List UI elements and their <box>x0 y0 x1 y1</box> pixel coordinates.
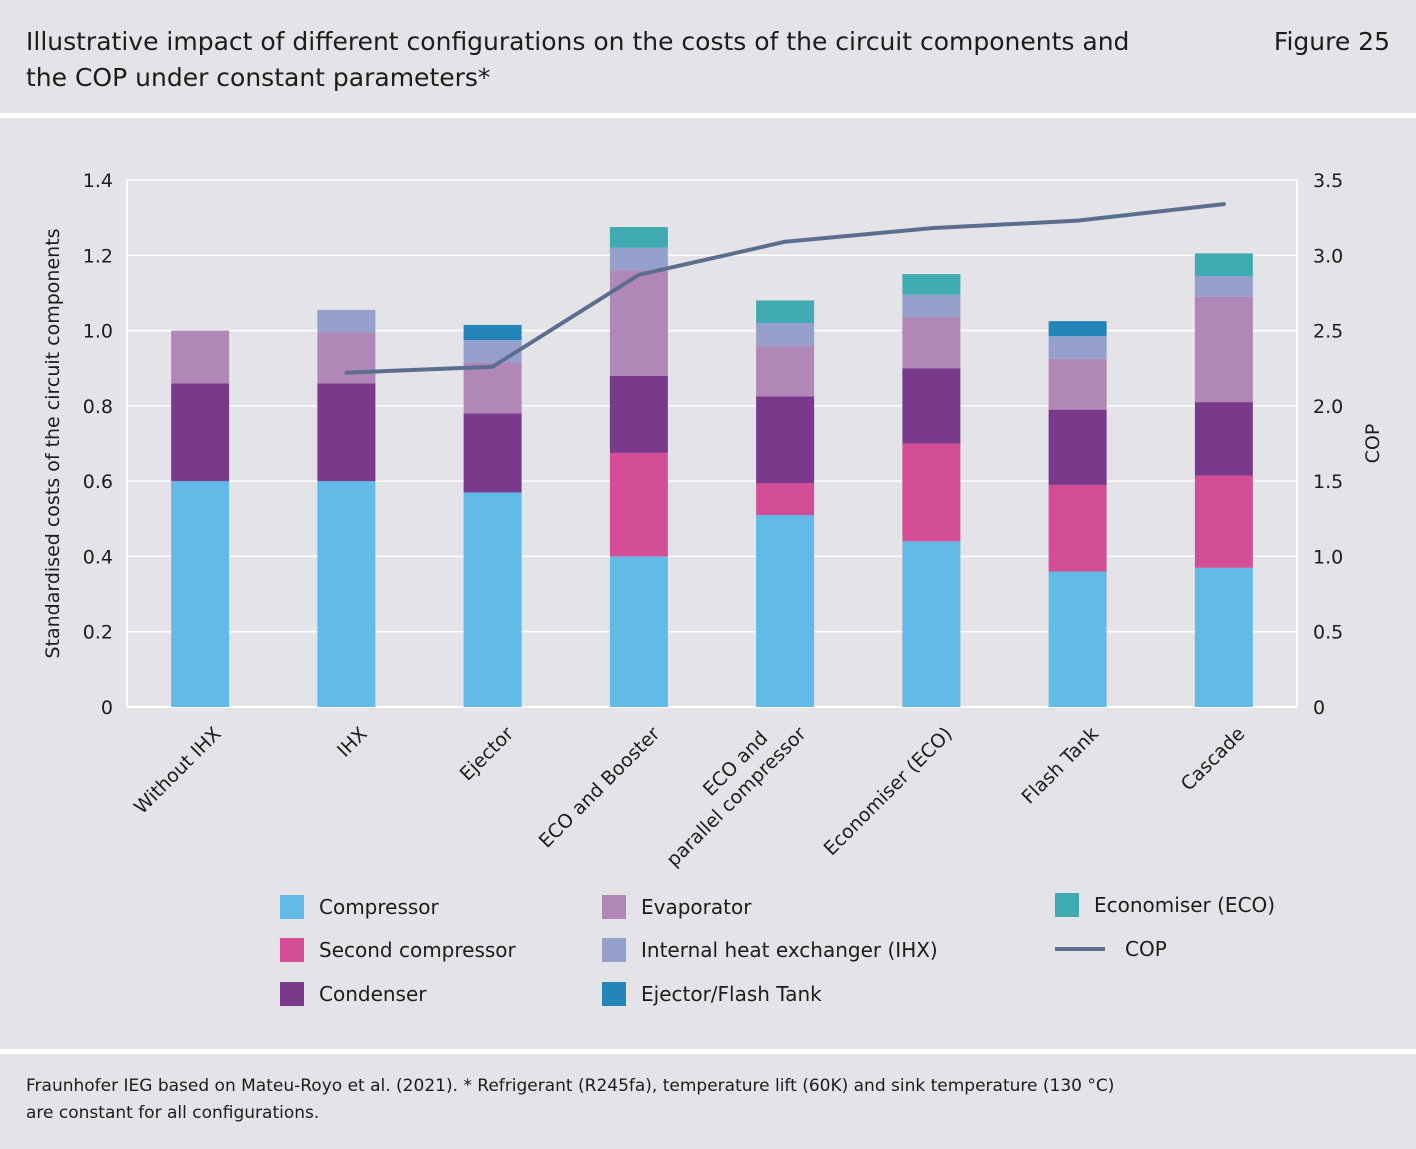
bar-segment-evaporator <box>1048 358 1107 410</box>
bar-segment-second-compressor <box>756 483 815 516</box>
bar-segment-compressor <box>1194 567 1253 707</box>
bar-segment-evaporator <box>317 332 376 384</box>
bar-segment-evaporator <box>171 330 230 384</box>
bar-segment-compressor <box>756 515 815 707</box>
footer-divider <box>0 1049 1416 1054</box>
bar-segment-compressor <box>463 492 522 707</box>
y2-tick-label: 3.0 <box>1313 245 1343 267</box>
y-tick-label: 1.4 <box>83 170 113 192</box>
bar-segment-condenser <box>1048 409 1107 485</box>
bar-segment-compressor <box>1048 571 1107 707</box>
bar-segment-ejector-flash-tank <box>463 324 522 340</box>
bar-segment-economiser-eco <box>902 274 961 295</box>
bar-segment-evaporator <box>902 317 961 369</box>
y2-axis-title: COP <box>1362 424 1384 464</box>
bar-segment-internal-heat-exchanger-ihx <box>317 309 376 333</box>
bar-segment-second-compressor <box>1194 475 1253 568</box>
bar-segment-compressor <box>171 481 230 707</box>
bar-segment-condenser <box>317 383 376 482</box>
cop-line <box>344 202 1226 375</box>
bar-segment-condenser <box>1194 402 1253 476</box>
y2-tick-label: 2.0 <box>1313 396 1343 418</box>
x-category-label: Flash Tank <box>1018 723 1104 809</box>
x-category-label: Without IHX <box>130 723 226 819</box>
chart-title: Illustrative impact of different configu… <box>26 27 1130 92</box>
y2-tick-label: 1.0 <box>1313 546 1343 568</box>
bar-segment-evaporator <box>756 345 815 397</box>
bar-segment-condenser <box>463 413 522 493</box>
bar-segment-economiser-eco <box>756 300 815 324</box>
y-tick-label: 0.4 <box>83 546 113 568</box>
bar-segment-economiser-eco <box>1194 253 1253 276</box>
header: Illustrative impact of different configu… <box>0 0 1416 112</box>
bar-segment-internal-heat-exchanger-ihx <box>902 294 961 318</box>
bar-segment-condenser <box>609 375 668 453</box>
bar-segment-evaporator <box>1194 296 1253 403</box>
y-tick-label: 1.0 <box>83 321 113 343</box>
y-tick-label: 0.6 <box>83 471 113 493</box>
figure-label: Figure 25 <box>1273 27 1390 56</box>
bar-segment-compressor <box>609 556 668 707</box>
bar-segment-internal-heat-exchanger-ihx <box>756 323 815 346</box>
y2-tick-label: 0 <box>1313 697 1325 719</box>
y2-tick-label: 0.5 <box>1313 622 1343 644</box>
y2-tick-label: 1.5 <box>1313 471 1343 493</box>
x-category-label: ECO andparallel compressor <box>645 706 810 871</box>
bar-segment-condenser <box>902 368 961 444</box>
bar-segment-compressor <box>317 481 376 707</box>
x-category-label: Cascade <box>1177 723 1250 796</box>
bar-segment-second-compressor <box>902 443 961 542</box>
bar-segment-internal-heat-exchanger-ihx <box>463 339 522 363</box>
y-tick-label: 0.8 <box>83 396 113 418</box>
header-divider <box>0 113 1416 118</box>
source-line-2: are constant for all configurations. <box>26 1103 320 1123</box>
bar-segment-internal-heat-exchanger-ihx <box>609 247 668 271</box>
bar-segment-second-compressor <box>609 452 668 557</box>
bar-segment-internal-heat-exchanger-ihx <box>1048 336 1107 359</box>
x-category-label: ECO and Booster <box>535 723 665 853</box>
y-tick-label: 0.2 <box>83 622 113 644</box>
bar-segment-ejector-flash-tank <box>1048 321 1107 337</box>
bar-segment-condenser <box>756 396 815 484</box>
bar-segment-internal-heat-exchanger-ihx <box>1194 275 1253 297</box>
bar-segment-condenser <box>171 383 230 482</box>
y-axis-title: Standardised costs of the circuit compon… <box>42 228 64 658</box>
source-note: Fraunhofer IEG based on Mateu-Royo et al… <box>26 1073 1326 1127</box>
chart: 0 0.2 0.4 0.6 0.8 1.0 1.2 1.4 0 0.5 1.0 1.5 2.0 2.5 3.… <box>42 170 1384 871</box>
bar-segment-second-compressor <box>1048 484 1107 572</box>
y2-tick-label: 2.5 <box>1313 321 1343 343</box>
y-tick-label: 0 <box>101 697 113 719</box>
bar-segment-economiser-eco <box>609 227 668 248</box>
bar-segment-compressor <box>902 541 961 707</box>
y2-tick-label: 3.5 <box>1313 170 1343 192</box>
bar-segment-evaporator <box>463 362 522 414</box>
source-line-1: Fraunhofer IEG based on Mateu-Royo et al… <box>26 1076 1115 1096</box>
x-category-label: IHX <box>333 723 372 762</box>
x-category-label: Ejector <box>456 723 519 786</box>
y-tick-label: 1.2 <box>83 245 113 267</box>
x-category-label: Economiser (ECO) <box>820 723 957 860</box>
